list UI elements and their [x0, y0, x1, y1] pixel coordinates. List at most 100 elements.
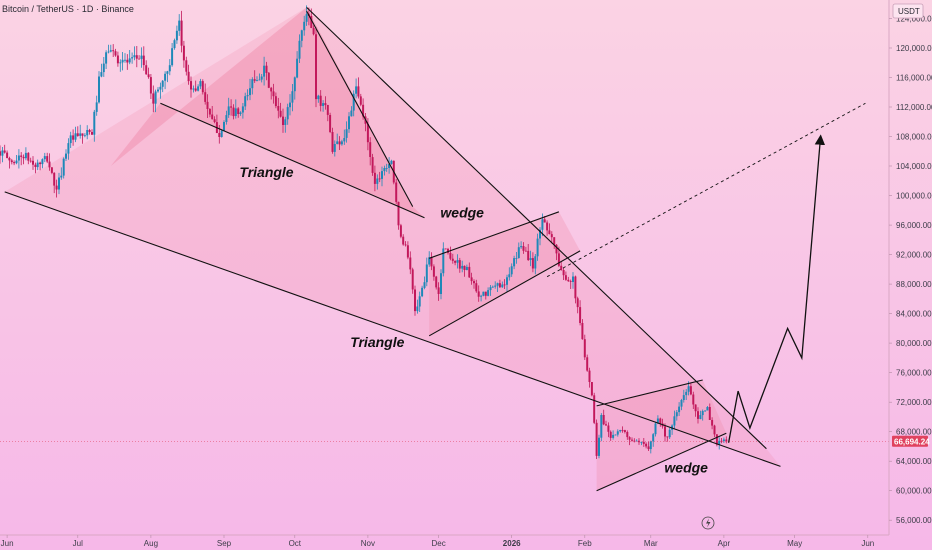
candle: [482, 291, 485, 297]
candle: [406, 241, 409, 260]
candle: [642, 438, 645, 447]
candle: [142, 46, 145, 71]
candle: [506, 274, 508, 292]
candle: [303, 15, 306, 36]
candle: [173, 38, 176, 50]
candle: [223, 120, 225, 132]
time-tick-label: Jun: [1, 539, 14, 548]
candle: [529, 250, 532, 267]
candle: [501, 281, 504, 288]
candle: [114, 48, 117, 57]
candle: [91, 129, 93, 135]
candle: [88, 128, 91, 135]
candle: [480, 294, 483, 302]
candle: [371, 153, 374, 176]
region-wedge-1: [429, 211, 581, 336]
current-price-tag: 66,694.24: [892, 435, 930, 447]
candle: [562, 267, 565, 280]
pattern-label-wedge: wedge: [440, 205, 484, 221]
candle: [336, 133, 339, 145]
candle: [487, 287, 490, 297]
candle: [319, 90, 322, 112]
candle: [60, 167, 63, 180]
candle: [171, 43, 174, 67]
candle: [678, 402, 681, 416]
candle: [470, 272, 473, 285]
trendline: [306, 7, 767, 450]
candle: [230, 99, 233, 116]
candle: [503, 279, 506, 289]
candle: [267, 72, 270, 89]
candle: [621, 426, 624, 433]
candle: [263, 56, 266, 86]
candle: [697, 407, 699, 424]
candle: [421, 285, 424, 298]
candle: [206, 94, 209, 118]
price-tick-label: 92,000.00: [896, 251, 932, 260]
candle: [581, 319, 584, 340]
time-scale[interactable]: Jun Jul Aug Sep Oct Nov Dec 2026 Feb Mar Apr May Jun: [1, 535, 875, 548]
candle: [444, 248, 447, 250]
price-tick-label: 108,000.00: [896, 133, 932, 142]
candle: [331, 127, 334, 154]
candle: [29, 157, 32, 163]
candle: [699, 410, 702, 420]
candle: [291, 84, 294, 112]
candle: [598, 434, 600, 459]
candle: [112, 44, 115, 57]
candle: [79, 124, 82, 139]
candle: [244, 92, 247, 110]
candle: [39, 161, 42, 171]
candle: [682, 389, 685, 403]
candle: [390, 159, 393, 165]
price-scale[interactable]: 56,000.00 60,000.00 64,000.00 68,000.00 72,0…: [889, 14, 932, 525]
candle: [659, 417, 662, 427]
price-tick-label: 88,000.00: [896, 280, 932, 289]
candle: [668, 427, 671, 439]
candle: [498, 279, 501, 288]
chart-title: Bitcoin / TetherUS · 1D · Binance: [2, 4, 134, 14]
price-tick-label: 64,000.00: [896, 457, 932, 466]
candle: [706, 406, 709, 411]
candle: [251, 77, 254, 95]
candle: [46, 152, 49, 164]
currency-selector[interactable]: USDT: [892, 3, 924, 19]
candle: [645, 442, 648, 449]
candle: [62, 157, 65, 179]
candle: [475, 279, 478, 293]
time-tick-label: Apr: [718, 539, 731, 548]
candle: [48, 153, 51, 171]
candle: [680, 398, 683, 411]
time-tick-label: Jul: [73, 539, 83, 548]
lightning-icon[interactable]: [701, 516, 715, 530]
candle: [640, 441, 643, 446]
candle: [546, 220, 549, 236]
candle: [121, 52, 124, 71]
trendline: [429, 211, 560, 259]
candle: [74, 126, 77, 143]
candle: [465, 264, 468, 271]
candle: [72, 129, 75, 146]
candle: [258, 73, 261, 81]
candle: [185, 56, 188, 76]
candle: [3, 144, 6, 154]
time-tick-label: Feb: [578, 539, 592, 548]
candle: [531, 252, 534, 273]
candle: [713, 424, 716, 438]
time-tick-label: Dec: [431, 539, 445, 548]
pattern-label-triangle: Triangle: [350, 334, 404, 350]
candle: [128, 50, 131, 65]
candle: [553, 237, 556, 249]
candle: [131, 52, 134, 64]
candle: [159, 82, 162, 99]
trendline: [4, 191, 781, 467]
candle: [194, 80, 197, 92]
candle: [586, 354, 589, 372]
candle: [633, 438, 636, 443]
candle: [300, 29, 303, 48]
candle: [468, 262, 471, 278]
region-top-triangle: [110, 7, 425, 218]
candle: [704, 410, 707, 412]
candle: [649, 440, 652, 454]
